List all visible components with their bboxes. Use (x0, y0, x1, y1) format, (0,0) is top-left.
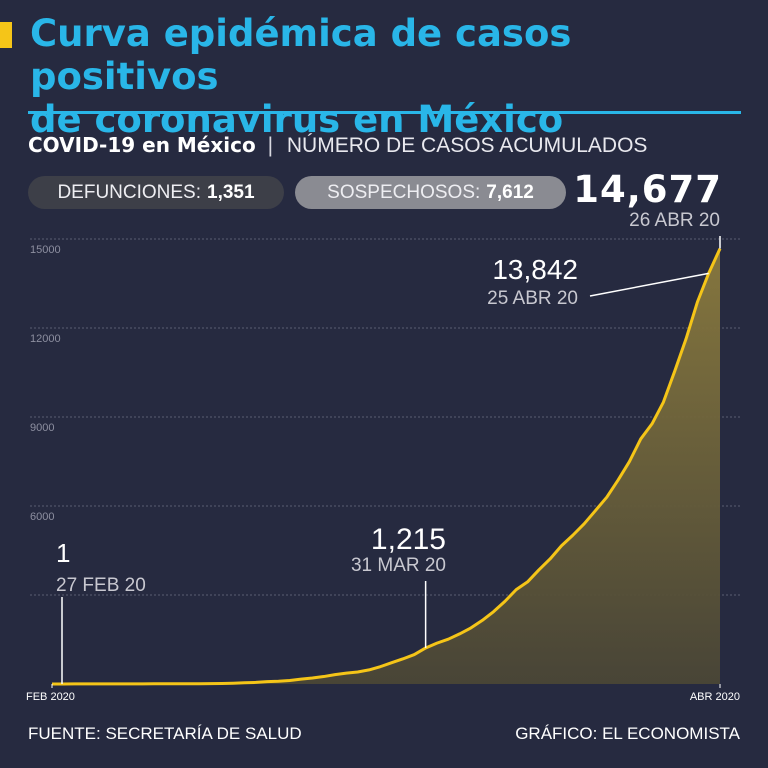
subtitle-strong: COVID-19 en México (28, 133, 256, 157)
annotation-value: 13,842 (492, 254, 578, 285)
accent-bar (0, 22, 12, 48)
y-tick-label: 6000 (30, 511, 54, 523)
deaths-label: DEFUNCIONES: (57, 181, 202, 203)
suspects-value: 7,612 (486, 181, 534, 203)
area-fill (52, 248, 720, 684)
annotation-date: 25 ABR 20 (487, 288, 578, 309)
annotation-leader (589, 272, 709, 297)
source-note: FUENTE: SECRETARÍA DE SALUD (28, 724, 302, 743)
suspects-badge: SOSPECHOSOS: 7,612 (295, 176, 566, 209)
subtitle-separator: | (267, 134, 274, 157)
suspects-label: SOSPECHOSOS: (327, 181, 481, 203)
annotation-date: 27 FEB 20 (56, 575, 146, 596)
x-tick-label-end: ABR 2020 (690, 691, 740, 703)
page-title: Curva epidémica de casos positivos de co… (30, 12, 750, 141)
deaths-value: 1,351 (207, 181, 255, 203)
title-divider (28, 111, 741, 114)
deaths-badge: DEFUNCIONES: 1,351 (28, 176, 284, 209)
y-tick-label: 12000 (30, 333, 61, 345)
subtitle-light: NÚMERO DE CASOS ACUMULADOS (286, 134, 648, 157)
total-cases-value: 14,677 (573, 168, 722, 211)
title-line-2: de coronavirus en México (30, 98, 564, 141)
total-cases-date: 26 ABR 20 (629, 210, 720, 231)
title-line-1: Curva epidémica de casos positivos (30, 12, 572, 98)
annotation-value: 1 (56, 538, 70, 568)
credit-note: GRÁFICO: EL ECONOMISTA (515, 724, 740, 743)
chart-subtitle: COVID-19 en México | NÚMERO DE CASOS ACU… (28, 133, 647, 158)
annotation-date: 31 MAR 20 (351, 555, 446, 576)
annotation-value: 1,215 (371, 523, 446, 556)
y-tick-label: 9000 (30, 422, 54, 434)
series-line (51, 247, 722, 686)
y-tick-label: 15000 (30, 244, 61, 256)
x-tick-label-start: FEB 2020 (26, 691, 75, 703)
